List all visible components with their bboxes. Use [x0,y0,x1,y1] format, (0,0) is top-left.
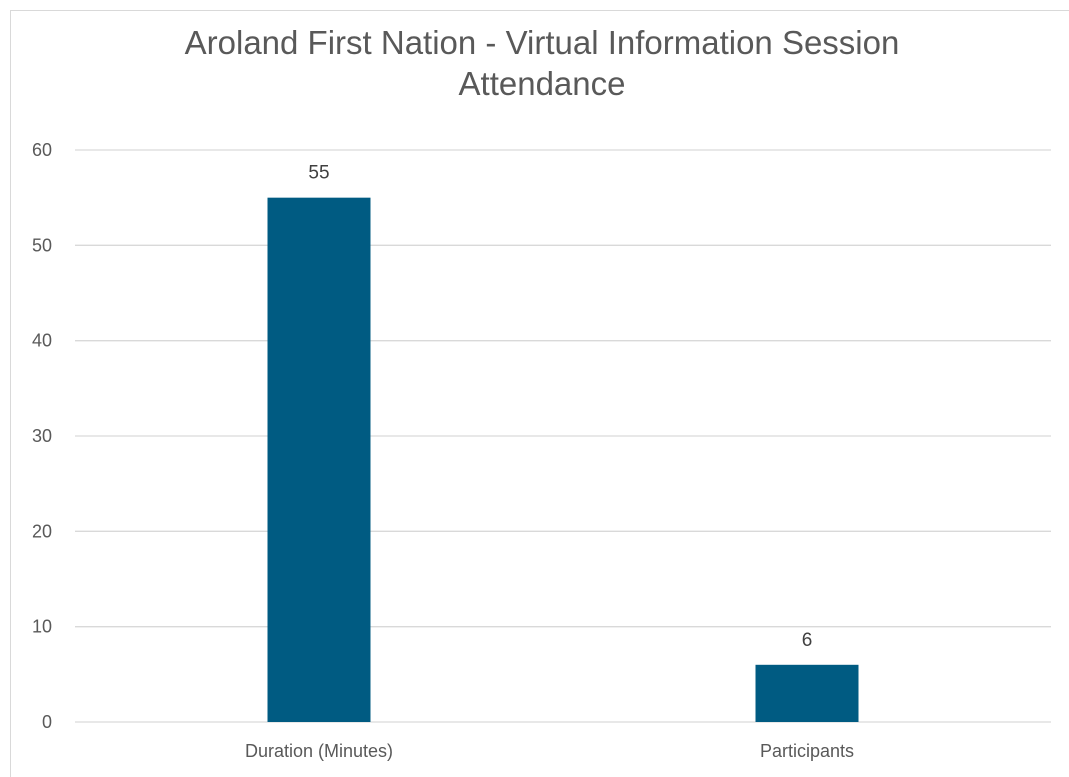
x-axis-ticks: Duration (Minutes) Participants [245,741,854,761]
data-label-1: 6 [802,630,813,651]
y-tick-label-20: 20 [32,521,52,541]
bar-1 [755,664,859,722]
bars [267,197,859,722]
chart-frame [10,10,1069,777]
y-tick-label-50: 50 [32,235,52,255]
x-tick-label-1: Participants [760,741,854,761]
gridlines [75,149,1051,723]
x-tick-label-0: Duration (Minutes) [245,741,393,761]
y-axis-ticks: 0 10 20 30 40 50 60 [32,140,52,732]
chart-title: Aroland First Nation - Virtual Informati… [184,24,900,102]
y-tick-label-10: 10 [32,617,52,637]
y-tick-label-60: 60 [32,140,52,160]
y-tick-label-30: 30 [32,426,52,446]
data-labels: 55 6 [308,163,812,651]
bar-0 [267,197,371,722]
y-tick-label-0: 0 [42,712,52,732]
y-tick-label-40: 40 [32,331,52,351]
data-label-0: 55 [308,163,329,184]
